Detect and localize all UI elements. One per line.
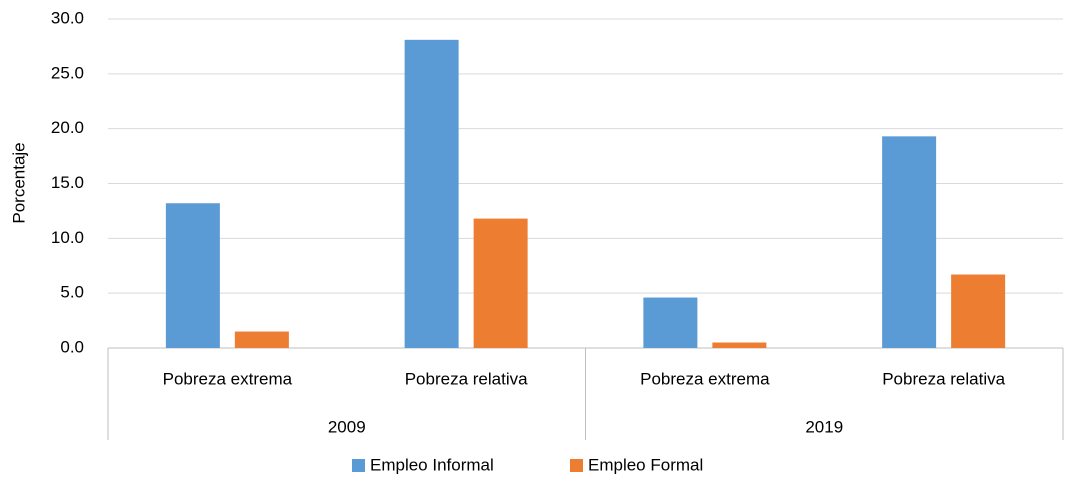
bar [712, 342, 767, 348]
bar [165, 203, 220, 348]
y-tick-label: 30.0 [51, 8, 84, 27]
bar [882, 136, 937, 348]
bar [404, 39, 459, 348]
x-tick-label: Pobreza relativa [882, 369, 1005, 388]
y-axis-title: Porcentaje [9, 142, 28, 223]
bar [951, 274, 1006, 348]
y-tick-label: 10.0 [51, 228, 84, 247]
legend-swatch [570, 459, 583, 472]
x-tick-label: Pobreza relativa [405, 369, 528, 388]
x-tick-label: Pobreza extrema [640, 369, 770, 388]
bar [234, 331, 289, 348]
y-tick-label: 15.0 [51, 173, 84, 192]
y-tick-label: 25.0 [51, 63, 84, 82]
x-tick-label: Pobreza extrema [163, 369, 293, 388]
y-tick-label: 20.0 [51, 118, 84, 137]
legend-label: Empleo Informal [370, 455, 494, 474]
group-label: 2019 [805, 417, 843, 436]
group-label: 2009 [328, 417, 366, 436]
bar [643, 297, 698, 348]
bar [473, 218, 528, 348]
legend-label: Empleo Formal [588, 455, 703, 474]
y-tick-label: 0.0 [60, 337, 84, 356]
legend-swatch [352, 459, 365, 472]
y-tick-label: 5.0 [60, 283, 84, 302]
